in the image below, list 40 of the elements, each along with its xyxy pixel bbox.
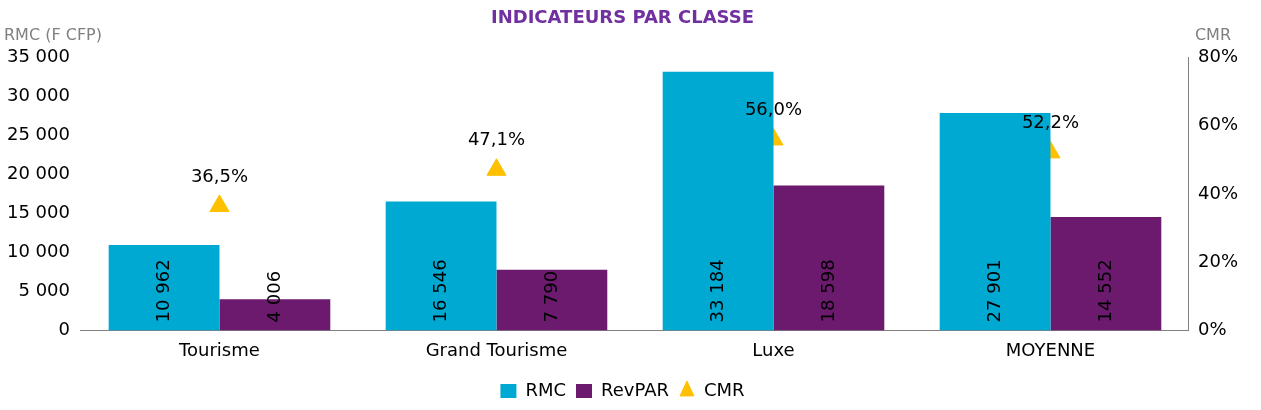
- x-tick-label: Grand Tourisme: [425, 338, 568, 360]
- data-label: 18 598: [816, 259, 838, 323]
- y-axis-title: RMC (F CFP): [4, 24, 102, 44]
- y-tick-label: 15 000: [7, 201, 70, 223]
- y-tick-label: 20 000: [7, 162, 70, 184]
- x-tick-label: Tourisme: [178, 338, 260, 360]
- chart-title: INDICATEURS PAR CLASSE: [490, 6, 755, 28]
- y2-tick-label: 60%: [1197, 113, 1239, 135]
- y-tick-label: 30 000: [7, 84, 70, 106]
- bar: [1050, 216, 1162, 331]
- data-label: 16 546: [428, 259, 450, 323]
- y-tick-label: 10 000: [7, 240, 70, 262]
- point: [209, 194, 230, 212]
- point: [486, 158, 507, 176]
- data-label: 7 790: [539, 270, 561, 323]
- bar: [108, 244, 220, 331]
- data-label: 33 184: [705, 259, 727, 323]
- x-tick-label: Luxe: [752, 338, 795, 360]
- y2-tick-label: 0%: [1197, 318, 1227, 340]
- data-label: 4 006: [262, 270, 284, 323]
- y-tick-label: 0: [58, 318, 70, 340]
- legend-label: CMR: [703, 378, 745, 400]
- legend-label: RMC: [525, 378, 567, 400]
- bar: [773, 185, 885, 331]
- y-tick-label: 35 000: [7, 45, 70, 67]
- data-label: 36,5%: [190, 164, 249, 186]
- bar: [496, 269, 608, 331]
- x-tick-label: MOYENNE: [1005, 338, 1096, 360]
- data-label: 47,1%: [467, 128, 526, 150]
- data-label: 10 962: [151, 259, 173, 323]
- y2-tick-label: 40%: [1197, 181, 1239, 203]
- y2-tick-label: 80%: [1197, 45, 1239, 67]
- legend-label: RevPAR: [601, 378, 669, 400]
- y-tick-label: 25 000: [7, 123, 70, 145]
- y-tick-label: 5 000: [18, 279, 70, 301]
- data-label: 27 901: [982, 259, 1004, 323]
- data-label: 14 552: [1093, 259, 1115, 323]
- bar: [385, 201, 497, 331]
- y2-tick-label: 20%: [1197, 249, 1239, 271]
- y2-axis-title: CMR: [1194, 24, 1231, 44]
